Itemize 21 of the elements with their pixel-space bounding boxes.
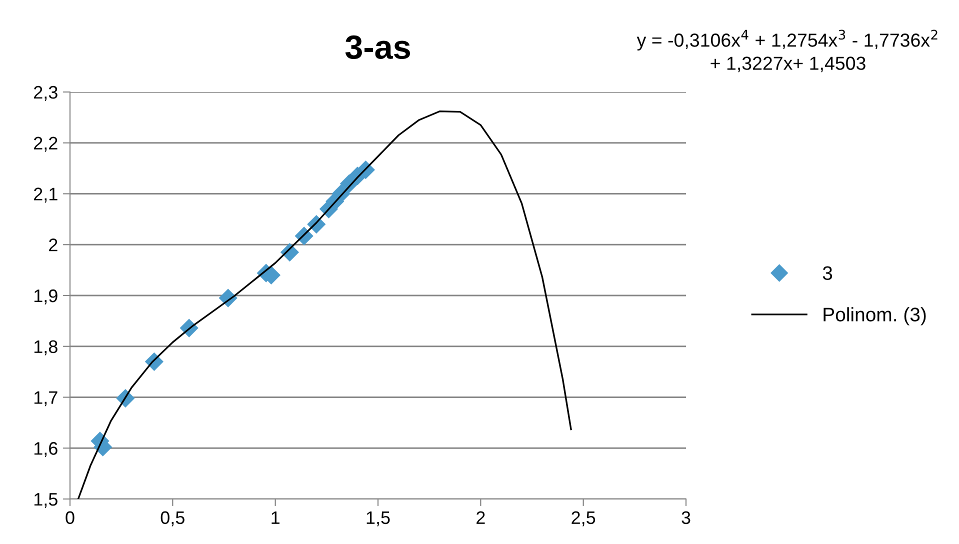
y-tick-label: 2,2: [34, 136, 58, 152]
y-tick-label: 1,9: [34, 289, 58, 304]
y-tick-label: 2: [49, 238, 58, 252]
x-tick-label: 1: [272, 511, 280, 524]
x-tick-label: 3: [682, 511, 690, 524]
x-tick-label: 2: [476, 511, 485, 524]
y-tick-label: 1,6: [34, 442, 58, 457]
x-tick-label: 1,5: [366, 511, 390, 526]
y-tick-label: 2,1: [34, 188, 58, 203]
x-tick-label: 2,5: [572, 511, 596, 526]
line-series: [77, 110, 572, 499]
y-tick-label: 1,5: [34, 493, 58, 508]
y-tick-label: 2,3: [34, 86, 58, 101]
x-tick-label: 0,5: [160, 511, 184, 526]
legend-label: Polinom. (3): [824, 307, 926, 326]
y-tick-label: 1,7: [34, 391, 58, 406]
y-tick-label: 1,8: [34, 340, 58, 356]
legend-label: 3: [822, 266, 832, 280]
x-tick-label: 0: [66, 511, 74, 524]
text: y = -0,3106x$^{4}$ + 1,2754x$^{3}$ - 1,7736x$^{2}$ + 1,3227x+ 1,4503: [636, 30, 938, 72]
chart-title: 3-as: [345, 35, 410, 60]
